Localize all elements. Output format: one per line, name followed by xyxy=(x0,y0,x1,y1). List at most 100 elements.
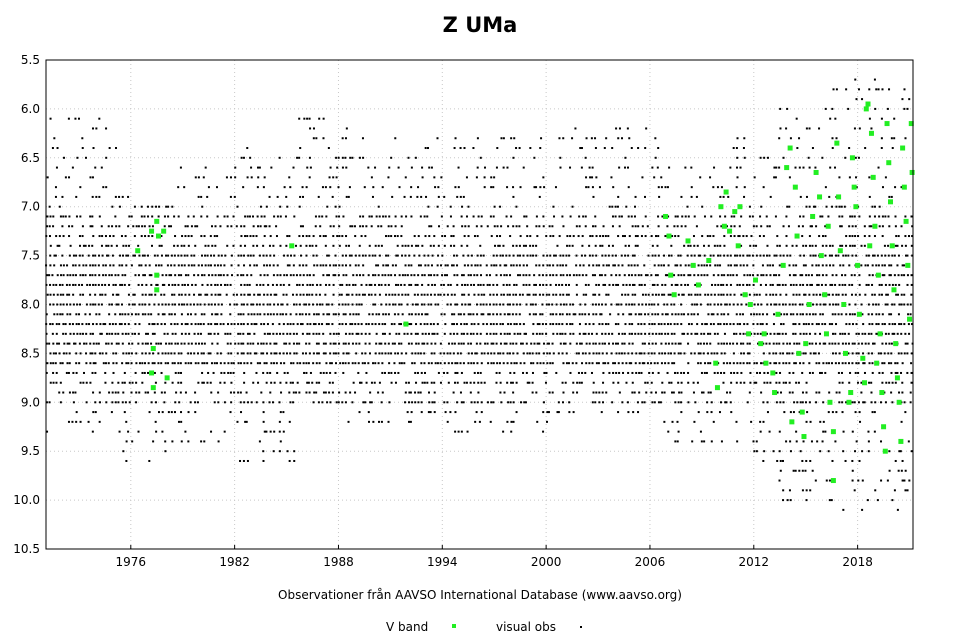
visual-obs-point xyxy=(440,313,443,316)
x-tick-label: 2000 xyxy=(531,555,562,569)
visual-obs-point xyxy=(858,274,861,277)
visual-obs-point xyxy=(890,362,893,365)
visual-obs-point xyxy=(266,371,269,374)
visual-obs-point xyxy=(875,323,878,326)
visual-obs-point xyxy=(167,352,170,355)
visual-obs-point xyxy=(278,401,281,404)
visual-obs-point xyxy=(755,244,758,247)
visual-obs-point xyxy=(623,274,626,277)
v-band-point xyxy=(706,257,712,263)
visual-obs-point xyxy=(114,391,117,394)
visual-obs-point xyxy=(49,264,52,267)
visual-obs-point xyxy=(153,332,156,335)
visual-obs-point xyxy=(900,332,903,335)
visual-obs-point xyxy=(240,225,243,228)
visual-obs-point xyxy=(315,293,318,296)
visual-obs-point xyxy=(509,235,512,238)
visual-obs-point xyxy=(815,303,818,306)
visual-obs-point xyxy=(177,264,180,267)
visual-obs-point xyxy=(256,186,259,189)
visual-obs-point xyxy=(364,332,367,335)
visual-obs-point xyxy=(637,147,640,150)
visual-obs-point xyxy=(789,137,792,140)
visual-obs-point xyxy=(881,186,884,189)
visual-obs-point xyxy=(385,264,388,267)
visual-obs-point xyxy=(365,371,368,374)
visual-obs-point xyxy=(587,283,590,286)
visual-obs-point xyxy=(506,362,509,365)
visual-obs-point xyxy=(404,391,407,394)
visual-obs-point xyxy=(584,371,587,374)
visual-obs-point xyxy=(679,264,682,267)
visual-obs-point xyxy=(88,244,91,247)
visual-obs-point xyxy=(612,342,615,345)
visual-obs-point xyxy=(123,283,126,286)
visual-obs-point xyxy=(646,225,649,228)
visual-obs-point xyxy=(848,225,851,228)
visual-obs-point xyxy=(173,323,176,326)
visual-obs-point xyxy=(709,332,712,335)
visual-obs-point xyxy=(466,332,469,335)
visual-obs-point xyxy=(483,186,486,189)
visual-obs-point xyxy=(428,235,431,238)
visual-obs-point xyxy=(437,293,440,296)
visual-obs-point xyxy=(538,293,541,296)
visual-obs-point xyxy=(735,420,738,423)
visual-obs-point xyxy=(896,362,899,365)
visual-obs-point xyxy=(280,303,283,306)
visual-obs-point xyxy=(196,303,199,306)
visual-obs-point xyxy=(197,323,200,326)
visual-obs-point xyxy=(654,137,657,140)
visual-obs-point xyxy=(644,274,647,277)
visual-obs-point xyxy=(848,176,851,179)
visual-obs-point xyxy=(881,323,884,326)
visual-obs-point xyxy=(753,176,756,179)
visual-obs-point xyxy=(784,332,787,335)
v-band-point xyxy=(799,409,805,415)
visual-obs-point xyxy=(535,352,538,355)
visual-obs-point xyxy=(819,420,822,423)
visual-obs-point xyxy=(499,352,502,355)
visual-obs-point xyxy=(55,235,58,238)
visual-obs-point xyxy=(291,381,294,384)
visual-obs-point xyxy=(552,274,555,277)
legend-marker-visual-obs xyxy=(580,626,582,628)
visual-obs-point xyxy=(755,381,758,384)
visual-obs-point xyxy=(795,430,798,433)
visual-obs-point xyxy=(112,352,115,355)
visual-obs-point xyxy=(201,371,204,374)
visual-obs-point xyxy=(461,225,464,228)
visual-obs-point xyxy=(646,381,649,384)
visual-obs-point xyxy=(775,254,778,257)
visual-obs-point xyxy=(773,313,776,316)
visual-obs-point xyxy=(476,332,479,335)
visual-obs-point xyxy=(733,225,736,228)
visual-obs-point xyxy=(752,323,755,326)
visual-obs-point xyxy=(512,195,515,198)
visual-obs-point xyxy=(772,342,775,345)
visual-obs-point xyxy=(831,313,834,316)
visual-obs-point xyxy=(627,371,630,374)
visual-obs-point xyxy=(365,225,368,228)
visual-obs-point xyxy=(118,225,121,228)
visual-obs-point xyxy=(329,166,332,169)
visual-obs-point xyxy=(171,332,174,335)
visual-obs-point xyxy=(640,371,643,374)
visual-obs-point xyxy=(903,88,906,91)
visual-obs-point xyxy=(115,147,118,150)
visual-obs-point xyxy=(904,489,907,492)
visual-obs-point xyxy=(72,391,75,394)
visual-obs-point xyxy=(588,264,591,267)
visual-obs-point xyxy=(851,254,854,257)
visual-obs-point xyxy=(225,176,228,179)
visual-obs-point xyxy=(545,283,548,286)
visual-obs-point xyxy=(618,166,621,169)
visual-obs-point xyxy=(233,195,236,198)
visual-obs-point xyxy=(338,264,341,267)
v-band-point xyxy=(742,292,748,298)
visual-obs-point xyxy=(601,332,604,335)
visual-obs-point xyxy=(237,313,240,316)
visual-obs-point xyxy=(565,264,568,267)
visual-obs-point xyxy=(703,254,706,257)
visual-obs-point xyxy=(735,147,738,150)
